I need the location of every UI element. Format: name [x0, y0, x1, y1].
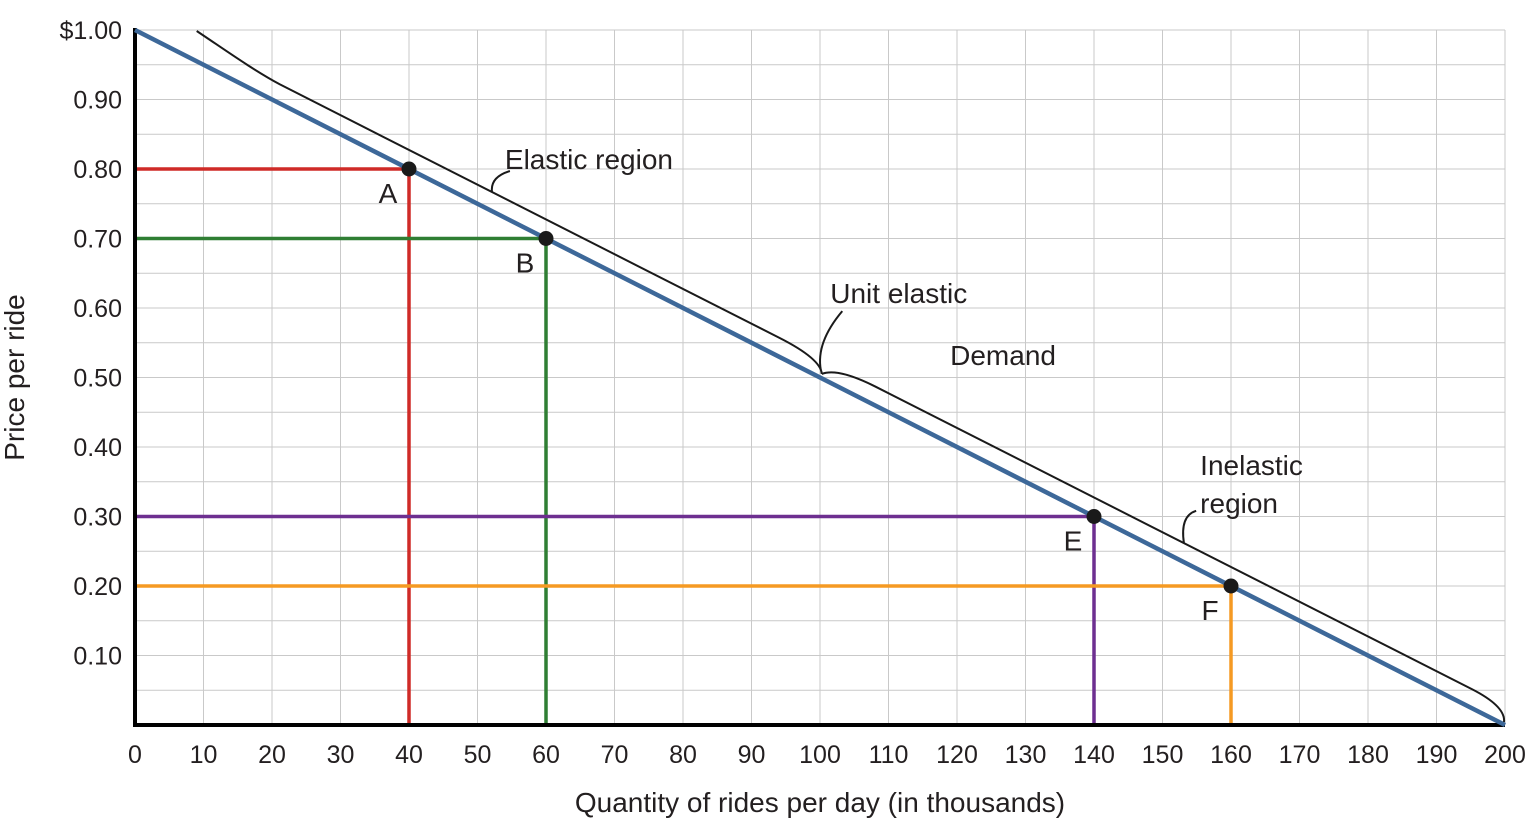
- x-tick-label: 150: [1142, 741, 1184, 769]
- x-tick-label: 70: [601, 741, 629, 769]
- x-tick-label: 180: [1347, 741, 1389, 769]
- demand-line: [133, 27, 1507, 728]
- y-tick-label: 0.60: [73, 295, 122, 323]
- elastic-region-pointer: [490, 170, 511, 193]
- x-tick-label: 130: [1005, 741, 1047, 769]
- annotation-label: Demand: [950, 340, 1056, 371]
- annotation-label: Elastic region: [505, 144, 673, 175]
- inelastic-region-pointer: [1182, 509, 1197, 544]
- point-E: [1086, 509, 1102, 524]
- y-tick-label: 0.30: [73, 504, 122, 532]
- y-tick-label: $1.00: [59, 17, 122, 45]
- y-axis-title: Price per ride: [0, 294, 30, 461]
- x-tick-label: 160: [1210, 741, 1252, 769]
- annotation-label: Inelastic: [1200, 450, 1303, 481]
- x-tick-label: 110: [869, 741, 909, 769]
- annotation-label: Unit elastic: [830, 278, 967, 309]
- point-label-F: F: [1201, 595, 1218, 626]
- x-tick-label: 50: [464, 741, 492, 769]
- point-label-A: A: [379, 178, 398, 209]
- x-tick-label: 10: [190, 741, 218, 769]
- x-tick-label: 40: [395, 741, 423, 769]
- x-tick-label: 100: [799, 741, 841, 769]
- x-tick-label: 30: [327, 741, 355, 769]
- brace-elastic-region: [196, 30, 823, 375]
- point-B: [538, 231, 554, 246]
- y-tick-label: 0.10: [73, 643, 122, 671]
- y-tick-label: 0.50: [73, 365, 122, 393]
- brace-inelastic-region: [821, 371, 1506, 723]
- x-tick-label: 60: [532, 741, 560, 769]
- point-F: [1223, 578, 1239, 594]
- y-tick-label: 0.20: [73, 573, 122, 601]
- y-tick-label: 0.90: [73, 87, 122, 115]
- x-tick-label: 80: [669, 741, 697, 769]
- x-tick-label: 140: [1073, 741, 1115, 769]
- y-tick-label: 0.80: [73, 156, 122, 184]
- x-tick-label: 120: [936, 741, 978, 769]
- x-tick-label: 0: [128, 741, 142, 769]
- annotation-label: region: [1200, 488, 1278, 519]
- point-label-B: B: [516, 248, 535, 279]
- x-tick-label: 200: [1484, 741, 1526, 769]
- point-A: [401, 161, 417, 177]
- unit-elastic-pointer: [819, 310, 844, 371]
- x-tick-label: 170: [1279, 741, 1321, 769]
- y-tick-label: 0.40: [73, 434, 122, 462]
- x-axis-title: Quantity of rides per day (in thousands): [575, 787, 1065, 818]
- point-label-E: E: [1064, 526, 1083, 557]
- x-tick-label: 90: [738, 741, 766, 769]
- x-tick-label: 20: [258, 741, 286, 769]
- x-tick-label: 190: [1416, 741, 1458, 769]
- y-tick-label: 0.70: [73, 226, 122, 254]
